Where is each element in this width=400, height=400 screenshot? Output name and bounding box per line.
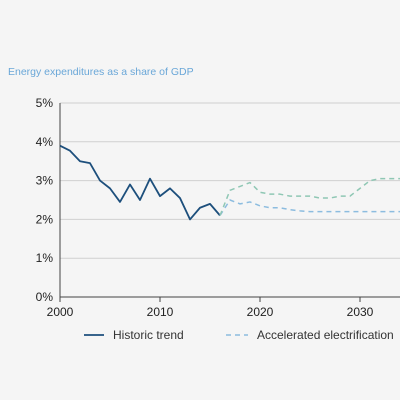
y-tick-label: 2%: [36, 212, 54, 226]
gridlines: [60, 102, 400, 259]
x-tick-labels: 2000 2010 2020 2030: [47, 305, 374, 319]
series-line-0: [59, 144, 221, 221]
y-tick-label: 0%: [36, 290, 54, 304]
y-tick-label: 5%: [36, 96, 54, 110]
x-tick-label: 2030: [347, 305, 374, 319]
axes: [59, 103, 400, 302]
series-lines: [59, 144, 400, 221]
y-tick-label: 1%: [36, 251, 54, 265]
x-tick-label: 2000: [47, 305, 74, 319]
x-tick-label: 2010: [147, 305, 174, 319]
y-tick-label: 4%: [36, 135, 54, 149]
y-tick-label: 3%: [36, 174, 54, 188]
legend-label: Historic trend: [113, 328, 184, 342]
y-tick-labels: 0% 1% 2% 3% 4% 5%: [36, 96, 54, 304]
legend: Historic trend Accelerated electrificatio…: [84, 328, 394, 342]
legend-label: Accelerated electrification: [257, 328, 394, 342]
chart-title: Energy expenditures as a share of GDP: [8, 66, 194, 78]
x-tick-label: 2020: [247, 305, 274, 319]
series-line-1: [219, 199, 400, 216]
series-line-2: [219, 177, 400, 216]
